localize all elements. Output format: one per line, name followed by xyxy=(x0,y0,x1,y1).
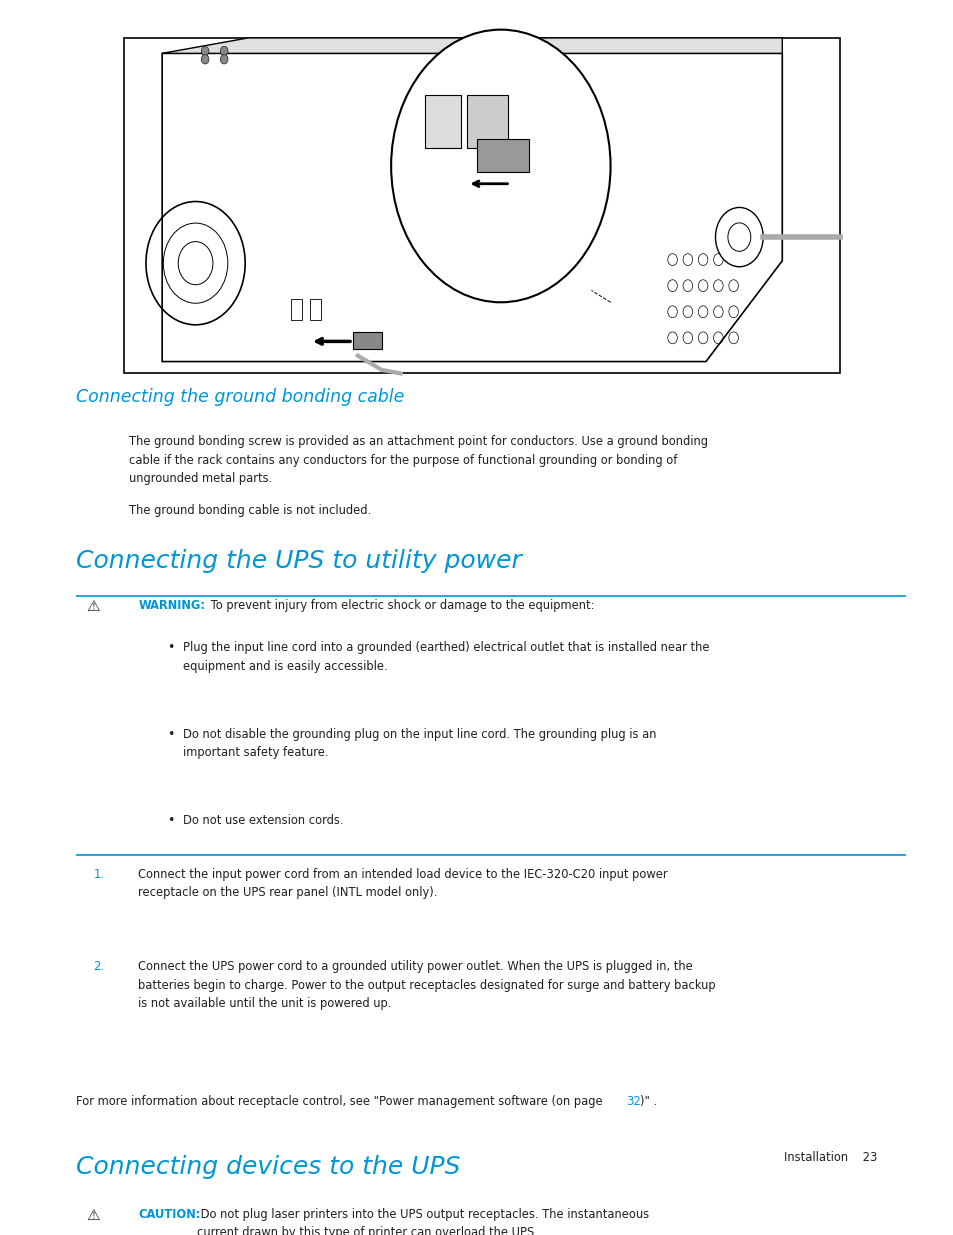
FancyBboxPatch shape xyxy=(467,95,507,148)
FancyBboxPatch shape xyxy=(291,299,302,320)
Text: To prevent injury from electric shock or damage to the equipment:: To prevent injury from electric shock or… xyxy=(207,599,594,611)
Circle shape xyxy=(715,207,762,267)
FancyBboxPatch shape xyxy=(124,38,839,373)
Text: Installation    23: Installation 23 xyxy=(783,1151,877,1165)
Text: ⚠: ⚠ xyxy=(86,599,99,614)
Text: Connect the input power cord from an intended load device to the IEC-320-C20 inp: Connect the input power cord from an int… xyxy=(138,868,667,899)
FancyBboxPatch shape xyxy=(424,95,460,148)
Text: Do not use extension cords.: Do not use extension cords. xyxy=(183,814,343,827)
Text: Connect the UPS power cord to a grounded utility power outlet. When the UPS is p: Connect the UPS power cord to a grounded… xyxy=(138,960,715,1010)
Circle shape xyxy=(220,46,228,56)
Text: •: • xyxy=(167,727,174,741)
Text: Do not plug laser printers into the UPS output receptacles. The instantaneous
cu: Do not plug laser printers into the UPS … xyxy=(197,1208,649,1235)
Text: Connecting devices to the UPS: Connecting devices to the UPS xyxy=(76,1155,460,1178)
Circle shape xyxy=(727,222,750,251)
Text: Plug the input line cord into a grounded (earthed) electrical outlet that is ins: Plug the input line cord into a grounded… xyxy=(183,641,709,673)
Text: Connecting the ground bonding cable: Connecting the ground bonding cable xyxy=(76,388,404,405)
Circle shape xyxy=(220,54,228,64)
FancyBboxPatch shape xyxy=(353,332,381,348)
Text: The ground bonding screw is provided as an attachment point for conductors. Use : The ground bonding screw is provided as … xyxy=(129,435,707,485)
FancyBboxPatch shape xyxy=(310,299,321,320)
Text: 1.: 1. xyxy=(93,868,104,881)
Text: The ground bonding cable is not included.: The ground bonding cable is not included… xyxy=(129,504,371,516)
Text: Connecting the UPS to utility power: Connecting the UPS to utility power xyxy=(76,548,521,573)
Text: For more information about receptacle control, see "Power management software (o: For more information about receptacle co… xyxy=(76,1095,606,1108)
Circle shape xyxy=(391,30,610,303)
Polygon shape xyxy=(162,38,781,53)
Text: Do not disable the grounding plug on the input line cord. The grounding plug is : Do not disable the grounding plug on the… xyxy=(183,727,656,760)
Text: •: • xyxy=(167,641,174,655)
FancyBboxPatch shape xyxy=(476,138,529,172)
Circle shape xyxy=(201,54,209,64)
Text: WARNING:: WARNING: xyxy=(138,599,205,611)
Text: CAUTION:: CAUTION: xyxy=(138,1208,200,1221)
Circle shape xyxy=(201,46,209,56)
Text: ⚠: ⚠ xyxy=(86,1208,99,1223)
Text: •: • xyxy=(167,814,174,827)
Text: )" .: )" . xyxy=(639,1095,657,1108)
Text: 2.: 2. xyxy=(93,960,105,973)
Text: 32: 32 xyxy=(625,1095,639,1108)
